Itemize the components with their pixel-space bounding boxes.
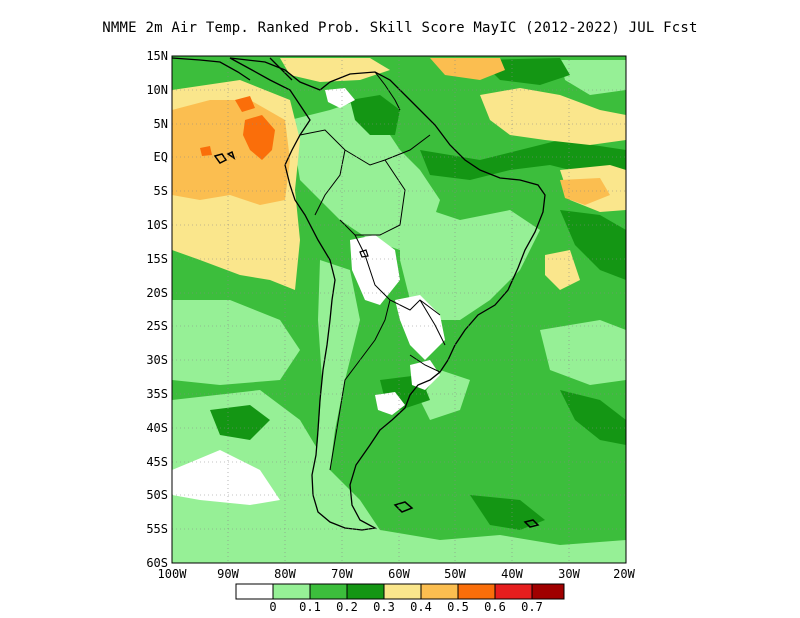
south-georgia xyxy=(523,519,540,528)
lon-label: 80W xyxy=(274,567,296,581)
lon-label: 60W xyxy=(388,567,410,581)
colorbar-label: 0.2 xyxy=(336,600,358,614)
red-orange-regions xyxy=(200,96,275,160)
lat-label: 50S xyxy=(146,488,168,502)
central-america-coast xyxy=(171,57,293,81)
colorbar-swatch xyxy=(457,583,496,600)
colorbar-swatch xyxy=(235,583,274,600)
coastlines xyxy=(171,57,546,531)
map-frame xyxy=(171,55,627,564)
falkland-islands xyxy=(393,501,414,513)
lon-label: 70W xyxy=(331,567,353,581)
lat-label: 20S xyxy=(146,286,168,300)
skill-field xyxy=(172,56,626,563)
lat-label: 10S xyxy=(146,218,168,232)
colorbar-labels: 0 0.1 0.2 0.3 0.4 0.5 0.6 0.7 xyxy=(269,600,542,614)
lake-titicaca xyxy=(359,249,369,258)
lat-label: 5N xyxy=(154,117,168,131)
colorbar-label: 0.1 xyxy=(299,600,321,614)
colorbar-label: 0.4 xyxy=(410,600,432,614)
lat-label: 55S xyxy=(146,522,168,536)
south-america-coast xyxy=(229,57,546,531)
lon-label: 100W xyxy=(158,567,188,581)
lon-label: 90W xyxy=(217,567,239,581)
lat-label: 25S xyxy=(146,319,168,333)
lat-label: 45S xyxy=(146,455,168,469)
lat-label: 10N xyxy=(146,83,168,97)
latitude-axis: 15N 10N 5N EQ 5S 10S 15S 20S 25S 30S 35S… xyxy=(146,49,168,570)
longitude-axis: 100W 90W 80W 70W 60W 50W 40W 30W 20W xyxy=(158,567,636,581)
lat-label: 35S xyxy=(146,387,168,401)
lat-label: 30S xyxy=(146,353,168,367)
colorbar-label: 0.3 xyxy=(373,600,395,614)
lat-label: 60S xyxy=(146,556,168,570)
colorbar-swatch xyxy=(494,583,533,600)
map-title: NMME 2m Air Temp. Ranked Prob. Skill Sco… xyxy=(102,20,698,36)
grid xyxy=(172,56,626,563)
lon-label: 30W xyxy=(558,567,580,581)
colorbar-swatch xyxy=(420,583,459,600)
colorbar-swatch xyxy=(309,583,348,600)
lat-label: 5S xyxy=(154,184,168,198)
lat-label: 40S xyxy=(146,421,168,435)
lon-label: 50W xyxy=(444,567,466,581)
lon-label: 20W xyxy=(613,567,635,581)
lat-label: EQ xyxy=(154,150,168,164)
lat-label: 15N xyxy=(146,49,168,63)
colorbar-swatch xyxy=(531,583,565,600)
colorbar-label: 0.5 xyxy=(447,600,469,614)
colorbar xyxy=(235,583,565,600)
colorbar-swatch xyxy=(272,583,311,600)
colorbar-label: 0.7 xyxy=(521,600,543,614)
lon-label: 40W xyxy=(501,567,523,581)
lat-label: 15S xyxy=(146,252,168,266)
colorbar-label: 0.6 xyxy=(484,600,506,614)
colorbar-label: 0 xyxy=(269,600,276,614)
country-borders xyxy=(299,71,446,471)
white-regions xyxy=(172,88,445,505)
colorbar-swatch xyxy=(383,583,422,600)
colorbar-swatch xyxy=(346,583,385,600)
galapagos-islands xyxy=(213,150,236,164)
